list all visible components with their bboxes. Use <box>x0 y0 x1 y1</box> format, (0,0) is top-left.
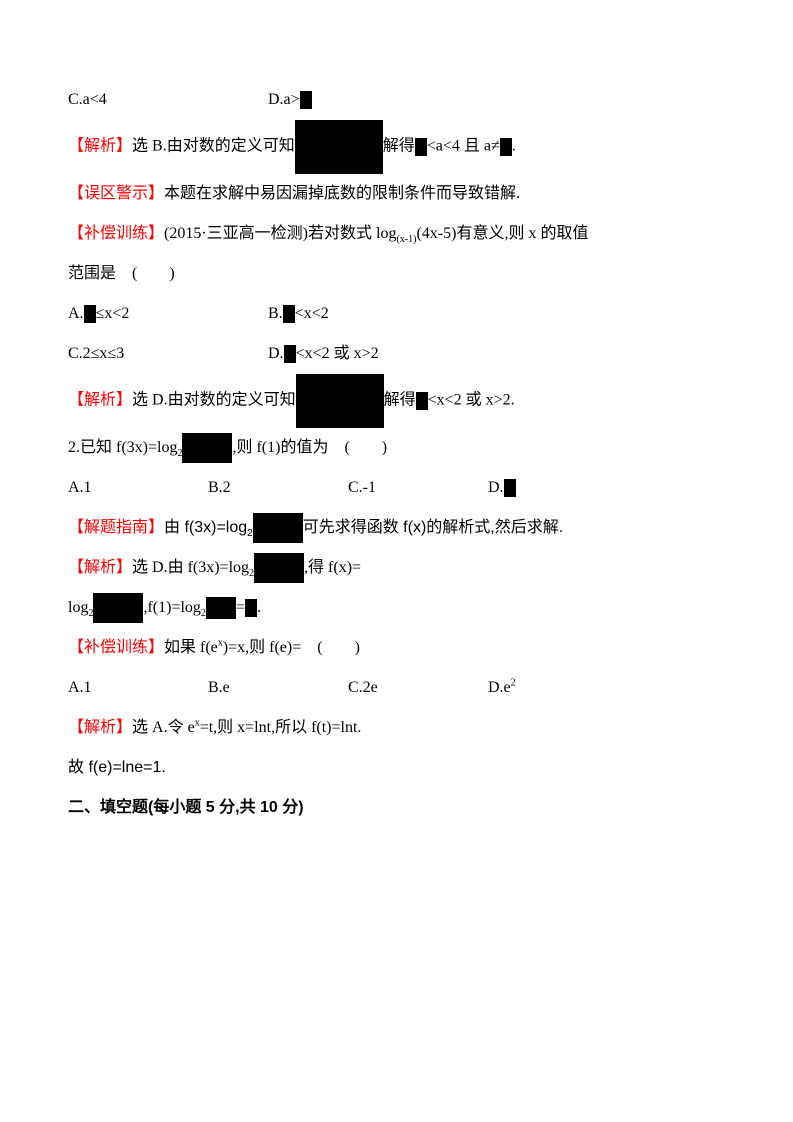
supp1-text2: (4x-5)有意义,则 x 的取值 <box>416 225 588 242</box>
opt-d-pre: D. <box>268 345 284 362</box>
ana2-t2: 解得 <box>384 392 416 409</box>
option-c: C.a<4 <box>68 80 268 120</box>
formula-box-icon <box>504 479 516 497</box>
formula-sqrt-icon <box>182 433 232 463</box>
analysis-1-text4: . <box>512 138 516 155</box>
formula-sqrt-icon <box>253 513 303 543</box>
opt-d-post: <x<2 或 x>2 <box>296 345 379 362</box>
option-a: A. ≤x<2 <box>68 294 268 334</box>
q2-t2: ,则 f(1)的值为 ( ) <box>232 439 387 456</box>
option-a: A.1 <box>68 668 208 708</box>
hint-row: 【解题指南】由 f(3x)=log2可先求得函数 f(x)的解析式,然后求解. <box>68 508 725 548</box>
formula-box-icon <box>300 91 312 109</box>
ana2-t1: 选 D.由对数的定义可知 <box>132 392 296 409</box>
analysis-4: 【解析】选 A.令 ex=t,则 x=lnt,所以 f(t)=lnt. <box>68 708 725 748</box>
hint-t1: 由 f(3x)=log <box>164 519 247 536</box>
option-b: B.2 <box>208 468 348 508</box>
option-b: B.e <box>208 668 348 708</box>
options-row-ab: A. ≤x<2 B. <x<2 <box>68 294 725 334</box>
tag-supplement: 【补偿训练】 <box>68 225 164 242</box>
tag-analysis: 【解析】 <box>68 559 132 576</box>
formula-box-icon <box>415 138 427 156</box>
option-d-2: D. <x<2 或 x>2 <box>268 334 725 374</box>
formula-sqrt-icon <box>93 593 143 623</box>
analysis-2: 【解析】选 D.由对数的定义可知 解得 <x<2 或 x>2. <box>68 374 725 428</box>
ana2-t3: <x<2 或 x>2. <box>428 392 515 409</box>
conclusion: 故 f(e)=lne=1. <box>68 748 725 788</box>
options-row-cd: C.a<4 D.a> <box>68 80 725 120</box>
supp1-text: (2015·三亚高一检测)若对数式 log <box>164 225 396 242</box>
option-c: C.-1 <box>348 468 488 508</box>
tag-analysis: 【解析】 <box>68 138 132 155</box>
options-row-abcd: A.1 B.2 C.-1 D. <box>68 468 725 508</box>
opt-b-pre: B. <box>268 305 283 322</box>
option-c: C.2e <box>348 668 488 708</box>
formula-sqrt-icon <box>254 553 304 583</box>
formula-box-icon <box>84 305 96 323</box>
opt-a-post: ≤x<2 <box>96 305 130 322</box>
analysis-1-text1: 选 B.由对数的定义可知 <box>132 138 295 155</box>
a3c-t1: log <box>68 599 88 616</box>
ana3-t1: 选 D.由 f(3x)=log <box>132 559 249 576</box>
options-row-abcd-2: A.1 B.e C.2e D.e2 <box>68 668 725 708</box>
options-row-cd-2: C.2≤x≤3 D. <x<2 或 x>2 <box>68 334 725 374</box>
option-d: D.a> <box>268 80 725 120</box>
tag-warning: 【误区警示】 <box>68 185 164 202</box>
analysis-1: 【解析】选 B.由对数的定义可知 解得 <a<4 且 a≠. <box>68 120 725 174</box>
tag-hint: 【解题指南】 <box>68 519 164 536</box>
hint-t2: 可先求得函数 f(x)的解析式,然后求解. <box>303 519 563 536</box>
tag-analysis: 【解析】 <box>68 719 132 736</box>
formula-box-icon <box>284 345 296 363</box>
ana4-t1: 选 A.令 e <box>132 719 195 736</box>
tag-analysis: 【解析】 <box>68 392 132 409</box>
formula-system-icon <box>296 374 384 428</box>
log-sub: (x-1) <box>396 234 416 245</box>
option-d: D.e2 <box>488 668 628 708</box>
opt-d-pre: D. <box>488 479 504 496</box>
option-d-pre: D.a> <box>268 91 300 108</box>
formula-system-icon <box>295 120 383 174</box>
supplement-2: 【补偿训练】如果 f(ex)=x,则 f(e)= ( ) <box>68 628 725 668</box>
formula-box-icon <box>283 305 295 323</box>
a3c-t4: . <box>257 599 261 616</box>
supp2-t1: 如果 f(e <box>164 639 218 656</box>
formula-box-icon <box>245 599 257 617</box>
supp2-t2: )=x,则 f(e)= ( ) <box>223 639 360 656</box>
tag-supplement: 【补偿训练】 <box>68 639 164 656</box>
supplement-1: 【补偿训练】(2015·三亚高一检测)若对数式 log(x-1)(4x-5)有意… <box>68 214 725 254</box>
opt-b-post: <x<2 <box>295 305 329 322</box>
supplement-1-cont: 范围是 ( ) <box>68 254 725 294</box>
warning-text: 本题在求解中易因漏掉底数的限制条件而导致错解. <box>164 185 520 202</box>
formula-sqrt-icon <box>206 597 236 619</box>
formula-box-icon <box>500 138 512 156</box>
question-2: 2.已知 f(3x)=log2,则 f(1)的值为 ( ) <box>68 428 725 468</box>
opt-a-pre: A. <box>68 305 84 322</box>
a3c-t2: ,f(1)=log <box>143 599 200 616</box>
ana4-t2: =t,则 x=lnt,所以 f(t)=lnt. <box>200 719 362 736</box>
opt-d-pre: D.e <box>488 679 511 696</box>
analysis-1-text3: <a<4 且 a≠ <box>427 138 500 155</box>
a3c-t3: = <box>236 599 245 616</box>
ana3-t2: ,得 f(x)= <box>304 559 361 576</box>
analysis-3-cont: log2,f(1)=log2=. <box>68 588 725 628</box>
option-a: A.1 <box>68 468 208 508</box>
analysis-1-text2: 解得 <box>383 138 415 155</box>
opt-d-sup: 2 <box>511 678 516 689</box>
option-b: B. <x<2 <box>268 294 725 334</box>
option-d: D. <box>488 468 628 508</box>
analysis-3: 【解析】选 D.由 f(3x)=log2,得 f(x)= <box>68 548 725 588</box>
section-heading: 二、填空题(每小题 5 分,共 10 分) <box>68 788 725 828</box>
warning-row: 【误区警示】本题在求解中易因漏掉底数的限制条件而导致错解. <box>68 174 725 214</box>
q2-pre: 2.已知 f(3x)=log <box>68 439 177 456</box>
option-c-2: C.2≤x≤3 <box>68 334 268 374</box>
formula-box-icon <box>416 392 428 410</box>
